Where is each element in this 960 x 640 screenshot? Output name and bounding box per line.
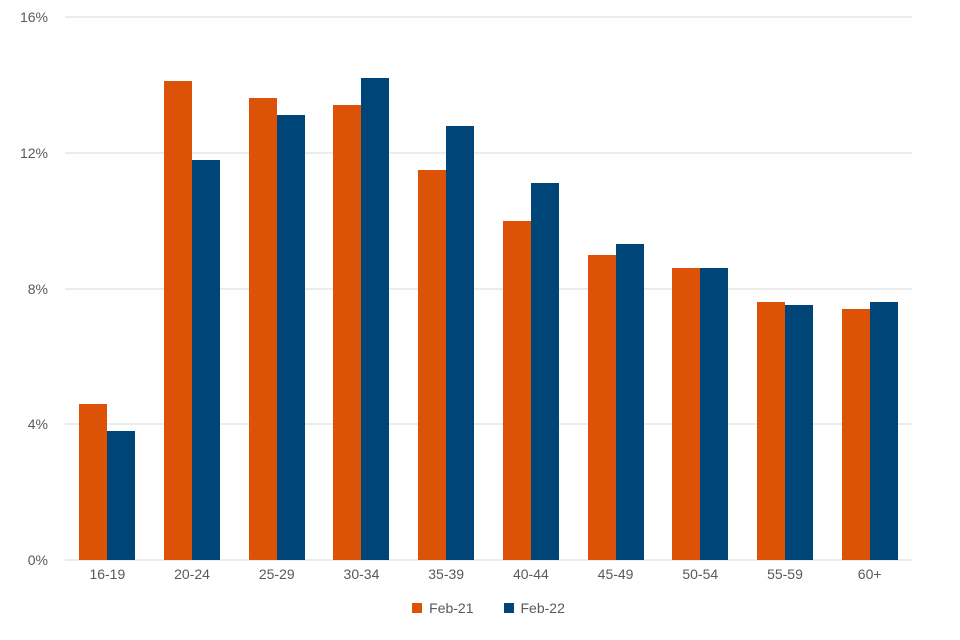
bar-feb-22-50-54[interactable] xyxy=(700,268,729,560)
bar-feb-21-16-19[interactable] xyxy=(79,403,108,560)
x-axis-label-60+: 60+ xyxy=(857,566,882,582)
y-axis-tick-label: 4% xyxy=(27,416,48,433)
bar-feb-21-40-44[interactable] xyxy=(502,220,531,560)
bar-feb-22-25-29[interactable] xyxy=(276,115,305,560)
bar-feb-21-35-39[interactable] xyxy=(418,169,447,560)
bar-feb-22-30-34[interactable] xyxy=(361,78,390,560)
x-axis-label-25-29: 25-29 xyxy=(258,566,295,582)
bar-group-30-34 xyxy=(319,17,404,560)
bar-feb-22-45-49[interactable] xyxy=(615,244,644,560)
x-axis-label-16-19: 16-19 xyxy=(89,566,126,582)
x-axis-label-50-54: 50-54 xyxy=(682,566,719,582)
legend-item-feb-22[interactable]: Feb-22 xyxy=(503,600,565,616)
plot-area xyxy=(65,16,912,561)
bar-group-20-24 xyxy=(150,17,235,560)
bar-group-50-54 xyxy=(658,17,743,560)
x-axis-label-35-39: 35-39 xyxy=(428,566,465,582)
legend-swatch-icon xyxy=(503,603,514,613)
y-axis: 0% 4% 8% 12% 16% xyxy=(0,10,54,567)
bar-feb-22-40-44[interactable] xyxy=(530,183,559,560)
plot-groups xyxy=(65,17,912,560)
legend-label: Feb-22 xyxy=(520,600,565,616)
y-axis-tick-label: 12% xyxy=(19,144,48,161)
gridline xyxy=(65,152,912,154)
bar-feb-22-55-59[interactable] xyxy=(784,305,813,560)
bar-feb-21-45-49[interactable] xyxy=(587,254,616,560)
bar-feb-22-60+[interactable] xyxy=(869,302,898,560)
y-axis-tick-label: 0% xyxy=(27,552,48,568)
bar-feb-22-20-24[interactable] xyxy=(192,159,221,560)
x-axis-label-30-34: 30-34 xyxy=(343,566,380,582)
gridline xyxy=(65,423,912,425)
bar-group-35-39 xyxy=(404,17,489,560)
legend: Feb-21 Feb-22 xyxy=(65,601,912,615)
legend-item-feb-21[interactable]: Feb-21 xyxy=(412,600,474,616)
bar-feb-21-50-54[interactable] xyxy=(672,268,701,560)
legend-label: Feb-21 xyxy=(429,600,474,616)
bar-group-45-49 xyxy=(573,17,658,560)
bar-feb-21-55-59[interactable] xyxy=(756,302,785,560)
legend-swatch-icon xyxy=(412,603,423,613)
gridline xyxy=(65,559,912,561)
y-axis-tick-label: 16% xyxy=(19,9,48,25)
bar-feb-21-60+[interactable] xyxy=(841,308,870,560)
y-axis-tick-label: 8% xyxy=(27,280,48,297)
bar-group-40-44 xyxy=(489,17,574,560)
bar-group-16-19 xyxy=(65,17,150,560)
bar-feb-22-35-39[interactable] xyxy=(446,125,475,560)
x-axis: 16-19 20-24 25-29 30-34 35-39 40-44 45-49 50-54… xyxy=(65,566,912,583)
x-axis-label-45-49: 45-49 xyxy=(597,566,634,582)
bar-group-55-59 xyxy=(743,17,828,560)
x-axis-label-55-59: 55-59 xyxy=(767,566,803,582)
x-axis-label-40-44: 40-44 xyxy=(512,566,549,582)
bar-feb-21-20-24[interactable] xyxy=(164,81,193,560)
gridline xyxy=(65,288,912,289)
bar-group-25-29 xyxy=(234,17,319,560)
bar-feb-21-25-29[interactable] xyxy=(248,98,277,560)
bar-group-60+ xyxy=(827,17,912,560)
x-axis-label-20-24: 20-24 xyxy=(174,566,210,582)
bar-feb-21-30-34[interactable] xyxy=(333,105,362,560)
bar-feb-22-16-19[interactable] xyxy=(107,431,136,560)
gridline xyxy=(65,16,912,18)
